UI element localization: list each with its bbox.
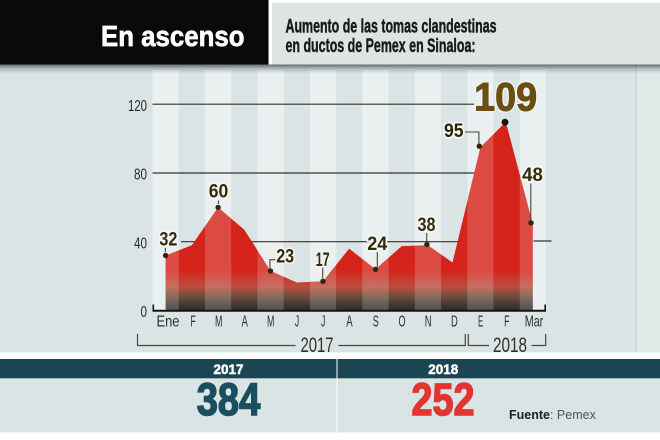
svg-text:60: 60 — [209, 181, 229, 203]
svg-text:en ductos de Pemex en Sinaloa:: en ductos de Pemex en Sinaloa: — [286, 36, 476, 57]
svg-text:48: 48 — [522, 164, 543, 186]
svg-text:M: M — [215, 314, 222, 331]
svg-text:95: 95 — [444, 120, 464, 142]
svg-text:F: F — [191, 314, 196, 331]
svg-text:38: 38 — [418, 214, 436, 236]
svg-text:E: E — [478, 314, 483, 331]
svg-text:17: 17 — [316, 249, 330, 271]
svg-text:2018: 2018 — [428, 362, 458, 377]
svg-text:109: 109 — [474, 75, 537, 119]
svg-text:S: S — [373, 314, 379, 331]
svg-text:2017: 2017 — [301, 334, 334, 357]
svg-text:17: 17 — [316, 249, 330, 271]
svg-text:48: 48 — [522, 164, 543, 186]
svg-text:80: 80 — [134, 167, 147, 184]
svg-text:252: 252 — [412, 374, 475, 425]
svg-text:En ascenso: En ascenso — [101, 21, 245, 53]
svg-text:60: 60 — [209, 181, 229, 203]
svg-text:O: O — [399, 314, 406, 331]
svg-text:40: 40 — [134, 235, 147, 252]
svg-text:M: M — [267, 314, 274, 331]
svg-text:J: J — [321, 314, 325, 331]
svg-text:Fuente: Pemex: Fuente: Pemex — [509, 408, 597, 422]
svg-text:A: A — [346, 314, 353, 331]
svg-text:D: D — [451, 314, 458, 331]
svg-text:2018: 2018 — [493, 334, 527, 357]
svg-text:Ene: Ene — [157, 314, 180, 331]
svg-text:24: 24 — [367, 233, 387, 255]
svg-text:F: F — [504, 314, 509, 331]
svg-text:A: A — [242, 314, 249, 331]
svg-text:24: 24 — [367, 233, 387, 255]
svg-text:23: 23 — [276, 247, 294, 268]
svg-text:Mar: Mar — [525, 314, 544, 331]
svg-text:95: 95 — [444, 120, 464, 142]
svg-text:23: 23 — [276, 247, 294, 268]
svg-text:2017: 2017 — [214, 362, 244, 377]
svg-text:0: 0 — [141, 304, 148, 321]
svg-text:N: N — [425, 314, 432, 331]
svg-text:38: 38 — [418, 214, 436, 236]
svg-text:120: 120 — [128, 98, 147, 115]
svg-text:32: 32 — [159, 229, 177, 251]
svg-text:384: 384 — [197, 374, 261, 425]
svg-text:32: 32 — [159, 229, 177, 251]
svg-text:109: 109 — [474, 75, 537, 119]
svg-text:Aumento de las tomas clandesti: Aumento de las tomas clandestinas — [286, 17, 497, 38]
svg-text:J: J — [295, 314, 299, 331]
